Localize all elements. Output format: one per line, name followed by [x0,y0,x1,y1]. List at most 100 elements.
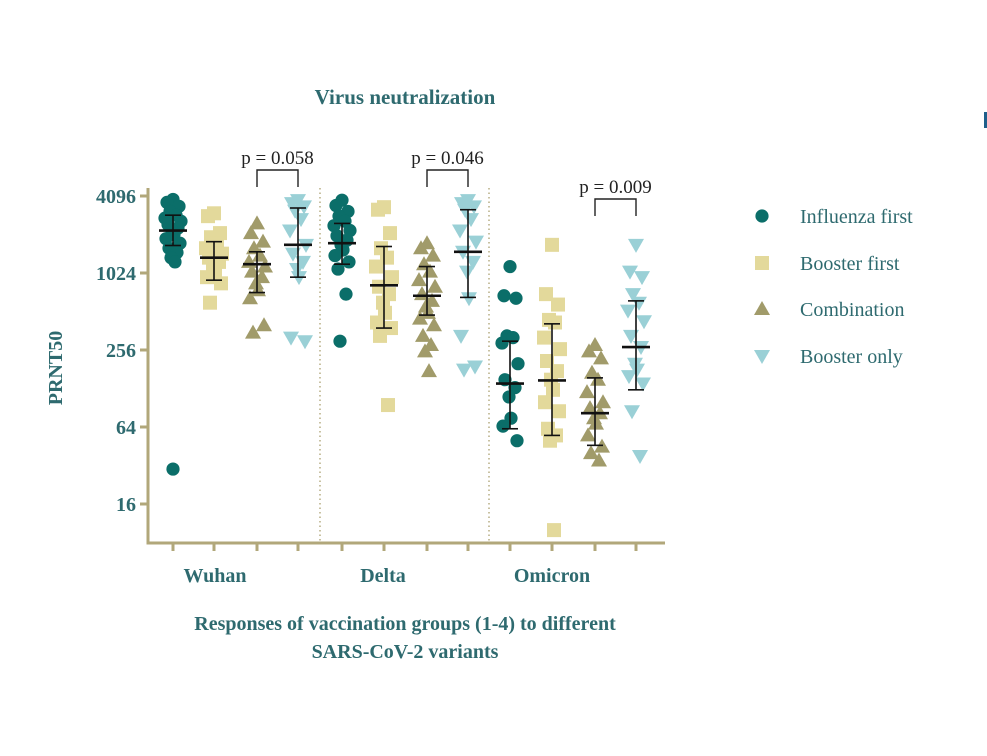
data-point [461,292,477,307]
data-point [333,334,347,348]
data-point [415,327,431,342]
data-point [166,462,180,476]
data-point [329,198,343,213]
group-omicron-booster-only [620,238,652,464]
data-point [328,249,342,263]
data-point [293,213,309,228]
group-wuhan-booster-first [199,206,229,310]
category-label-omicron: Omicron [514,565,590,587]
data-point [369,259,383,274]
data-point [620,304,636,319]
data-point [427,278,443,293]
data-point [252,247,268,262]
legend-item-influenza-first: Influenza first [755,206,913,228]
category-label-delta: Delta [360,565,406,587]
data-point [245,324,261,339]
legend-marker [754,301,770,315]
y-tick-label: 4096 [96,186,136,208]
data-point [426,317,442,332]
data-point [255,233,271,248]
data-point [417,343,433,358]
legend-marker [755,209,769,223]
data-point [634,271,650,286]
data-point [285,247,301,262]
group-delta-combination [411,235,443,378]
group-wuhan-booster-only [282,194,314,350]
data-point [242,290,258,305]
data-point [411,272,427,287]
data-point [463,213,479,228]
y-tick-label: 16 [116,494,136,516]
data-point [203,295,217,310]
data-point [623,329,639,344]
legend-item-booster-first: Booster first [755,253,900,275]
data-point [629,363,645,378]
data-point [551,297,565,312]
data-point [552,404,566,419]
data-point [283,331,299,346]
group-wuhan-combination [241,215,273,339]
data-point [457,203,473,218]
data-point [168,255,182,269]
data-point [496,419,510,433]
data-point [635,377,651,392]
data-point [579,384,595,399]
significance-bracket [426,169,469,187]
legend-item-booster-only: Booster only [754,346,903,368]
data-point [342,255,356,269]
p-value-annotation: p = 0.046 [411,148,484,187]
data-point [495,336,509,350]
group-delta-influenza-first [327,193,357,348]
data-point [502,390,516,404]
data-point [291,271,307,286]
data-point [497,289,511,303]
data-point [422,263,438,278]
plot-area: 16 64 256 1024 4096 Wuhan Delta Omicron p = 0.05… [96,148,665,587]
data-point [503,259,517,274]
x-axis-label-line-2: SARS-CoV-2 variants [312,641,499,663]
data-point [453,329,469,344]
group-delta-booster-only [452,194,484,378]
data-point [246,240,262,255]
data-point [425,247,441,262]
data-point [628,238,644,253]
data-point [621,370,637,385]
data-point [200,270,214,285]
p-value-annotation: p = 0.009 [579,177,652,216]
data-point [624,405,640,420]
data-point [413,240,429,255]
data-point [383,226,397,241]
data-point [371,202,385,217]
data-point [381,398,395,413]
data-point [339,287,353,301]
p-value-label: p = 0.058 [241,148,313,169]
group-wuhan-influenza-first [158,192,188,476]
legend-label: Booster only [800,346,903,368]
group-omicron-combination [579,337,611,467]
data-point [588,415,604,430]
data-point [327,219,341,233]
data-point [465,255,481,270]
significance-bracket [594,198,637,216]
p-value-annotation: p = 0.058 [241,148,314,187]
data-point [201,209,215,224]
data-point [456,363,472,378]
data-point [504,411,518,425]
data-point [243,225,259,240]
data-point [509,291,523,305]
data-point [295,255,311,270]
data-point [249,215,265,230]
data-point [590,371,606,386]
data-point [546,382,560,397]
data-point [548,315,562,330]
significance-bracket [256,169,299,187]
data-point [632,449,648,464]
data-point [543,433,557,448]
y-axis-label: PRNT50 [45,331,67,405]
data-point [580,427,596,442]
edge-marker [984,112,987,128]
y-tick-label: 64 [116,417,136,439]
legend-item-combination: Combination [754,299,904,321]
y-tick-label: 256 [106,340,136,362]
y-tick-label: 1024 [96,263,136,285]
